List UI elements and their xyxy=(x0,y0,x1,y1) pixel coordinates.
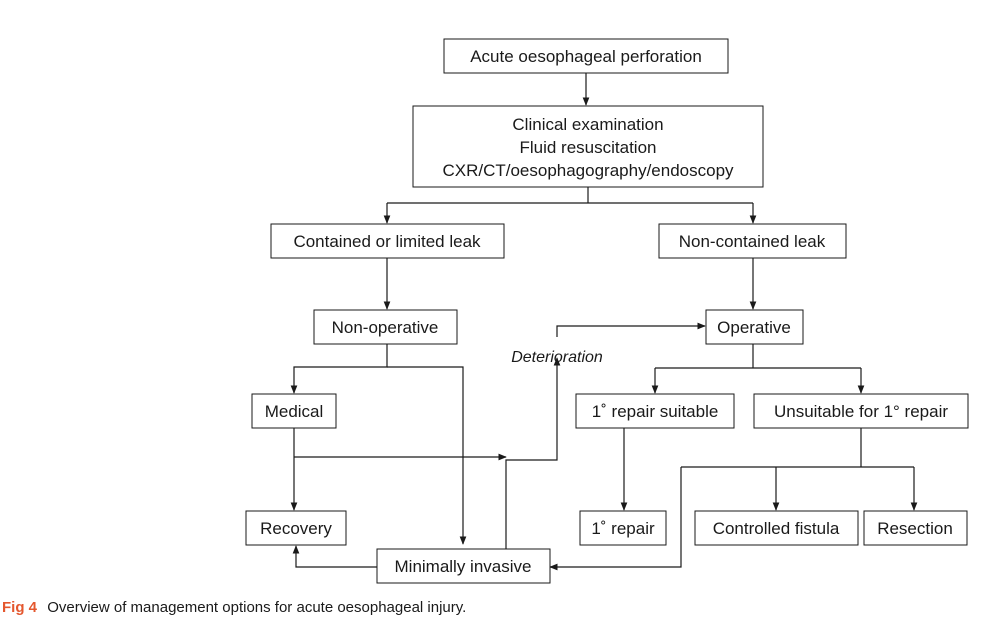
node-nonoperative: Non-operative xyxy=(313,309,458,345)
edge-unsuitable-minimally-invasive xyxy=(549,467,682,571)
edge-minimally-invasive-deterioration xyxy=(505,357,561,549)
deterioration-label: Deterioration xyxy=(511,349,603,366)
node-medical: Medical xyxy=(251,393,337,429)
node-recovery-label: Recovery xyxy=(260,519,332,538)
edge-nonoperative-medical xyxy=(290,344,388,394)
node-assessment-line-2: Fluid resuscitation xyxy=(519,138,656,157)
node-perforation-label: Acute oesophageal perforation xyxy=(470,47,702,66)
node-operative: Operative xyxy=(705,309,804,345)
node-noncontained-label: Non-contained leak xyxy=(679,232,826,251)
node-minimally-invasive-label: Minimally invasive xyxy=(395,557,532,576)
node-resection: Resection xyxy=(863,510,968,546)
node-unsuitable: Unsuitable for 1° repair xyxy=(753,393,969,429)
node-perforation: Acute oesophageal perforation xyxy=(443,38,729,74)
node-resection-label: Resection xyxy=(877,519,953,538)
node-fistula: Controlled fistula xyxy=(694,510,859,546)
edges xyxy=(290,73,918,571)
node-contained-label: Contained or limited leak xyxy=(293,232,481,251)
node-assessment-line-1: Clinical examination xyxy=(512,115,663,134)
node-nonoperative-label: Non-operative xyxy=(332,318,439,337)
figure-caption: Fig 4 Overview of management options for… xyxy=(2,599,466,616)
edge-deterioration-operative xyxy=(556,322,706,337)
node-noncontained: Non-contained leak xyxy=(658,223,847,259)
node-operative-label: Operative xyxy=(717,318,791,337)
figure-number: Fig 4 xyxy=(2,599,38,616)
node-assessment: Clinical examination Fluid resuscitation… xyxy=(412,105,764,188)
node-medical-label: Medical xyxy=(265,402,324,421)
node-repair-suitable-label: 1˚ repair suitable xyxy=(592,402,719,421)
node-unsuitable-label: Unsuitable for 1° repair xyxy=(774,402,948,421)
edge-minimally-invasive-recovery xyxy=(292,545,377,568)
node-repair: 1˚ repair xyxy=(579,510,667,546)
edge-nonoperative-minimally-invasive xyxy=(387,366,467,545)
node-contained: Contained or limited leak xyxy=(270,223,505,259)
figure-caption-text: Overview of management options for acute… xyxy=(47,599,467,616)
node-minimally-invasive: Minimally invasive xyxy=(376,548,551,584)
node-repair-suitable: 1˚ repair suitable xyxy=(575,393,735,429)
node-repair-label: 1˚ repair xyxy=(591,519,655,538)
node-recovery: Recovery xyxy=(245,510,347,546)
node-assessment-line-3: CXR/CT/oesophagography/endoscopy xyxy=(442,161,734,180)
node-fistula-label: Controlled fistula xyxy=(713,519,840,538)
